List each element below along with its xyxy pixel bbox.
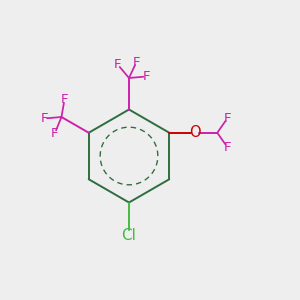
Text: F: F <box>142 70 150 83</box>
Text: Cl: Cl <box>122 228 136 243</box>
Text: F: F <box>224 140 231 154</box>
Text: O: O <box>189 125 201 140</box>
Text: F: F <box>51 127 59 140</box>
Text: F: F <box>133 56 140 69</box>
Text: F: F <box>114 58 122 71</box>
Text: F: F <box>224 112 231 125</box>
Text: F: F <box>61 93 68 106</box>
Text: F: F <box>40 112 48 125</box>
